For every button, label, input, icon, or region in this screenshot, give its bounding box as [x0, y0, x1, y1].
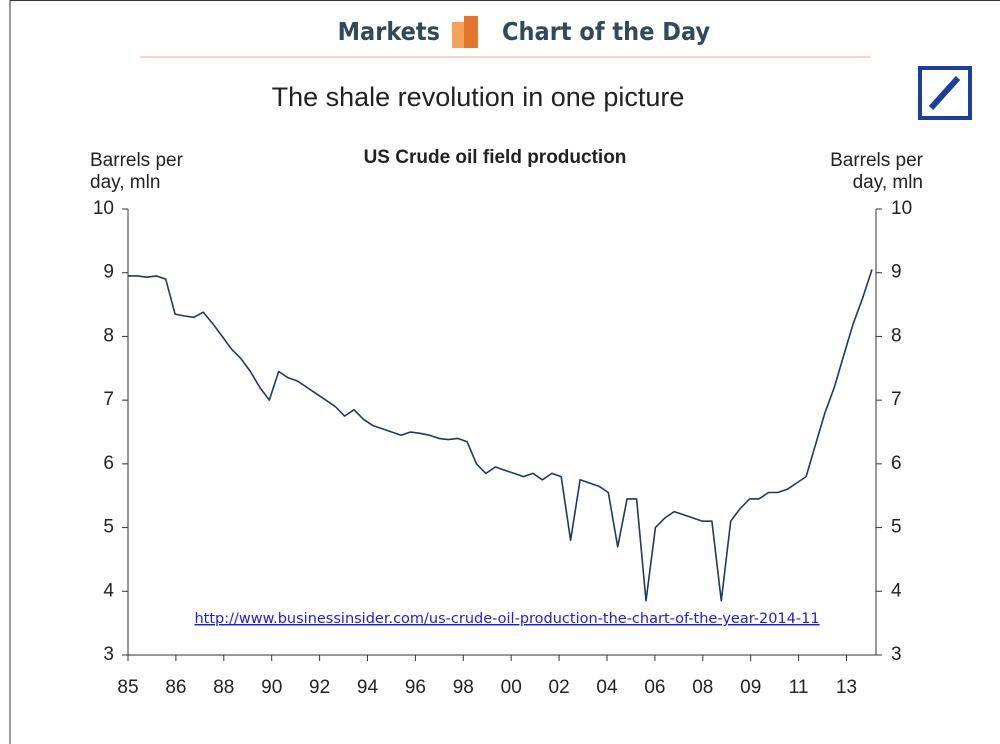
x-tick-label: 86 [165, 677, 186, 698]
y2-tick-label: 7 [891, 389, 902, 410]
icon [464, 16, 478, 48]
y2-tick-label: 4 [891, 580, 902, 601]
y2-tick-label: 10 [891, 198, 912, 219]
y-tick-label: 3 [103, 644, 114, 665]
y2-tick-label: 3 [891, 644, 902, 665]
logo [918, 66, 972, 120]
x-tick-label: 90 [261, 677, 282, 698]
y-tick-label: 7 [103, 389, 114, 410]
y-tick-label: 10 [93, 198, 114, 219]
icon [452, 22, 464, 48]
x-tick-label: 08 [692, 677, 713, 698]
header: Markets [338, 17, 440, 46]
logo [928, 75, 961, 111]
y-tick-label: 4 [103, 580, 114, 601]
x-tick-label: 06 [644, 677, 665, 698]
y-tick-label: 6 [103, 453, 114, 474]
annotation: http://www.businessinsider.com/us-crude-… [194, 611, 819, 627]
x-tick-label: 85 [117, 677, 138, 698]
y-tick-label: 5 [103, 517, 114, 538]
y-tick-label: 9 [103, 262, 114, 283]
x-tick-label: 96 [405, 677, 426, 698]
line [128, 269, 873, 602]
x-tick-label: 13 [836, 677, 857, 698]
chart-title: The shale revolution in one picture [272, 82, 685, 112]
y2-tick-label: 5 [891, 517, 902, 538]
x-tick-label: 00 [501, 677, 522, 698]
y2-tick-label: 9 [891, 262, 902, 283]
x-tick-label: 94 [357, 677, 379, 698]
header-right: Chart of the Day [502, 17, 710, 46]
x-tick-label: 92 [309, 677, 330, 698]
y2-tick-label: 6 [891, 453, 902, 474]
y-tick-label: 8 [103, 325, 114, 346]
x-tick-label: 09 [740, 677, 761, 698]
y2-axis-label: Barrels per day, mln [830, 150, 923, 193]
x-tick-label: 04 [596, 677, 618, 698]
chart-subtitle: US Crude oil field production [364, 147, 627, 168]
y2-tick-label: 8 [891, 325, 902, 346]
y-axis-label: Barrels per day, mln [90, 150, 183, 193]
x-tick-label: 02 [549, 677, 570, 698]
frame [9, 0, 1000, 744]
x-tick-label: 88 [213, 677, 234, 698]
x-tick-label: 98 [453, 677, 474, 698]
x-tick-label: 11 [789, 677, 809, 698]
